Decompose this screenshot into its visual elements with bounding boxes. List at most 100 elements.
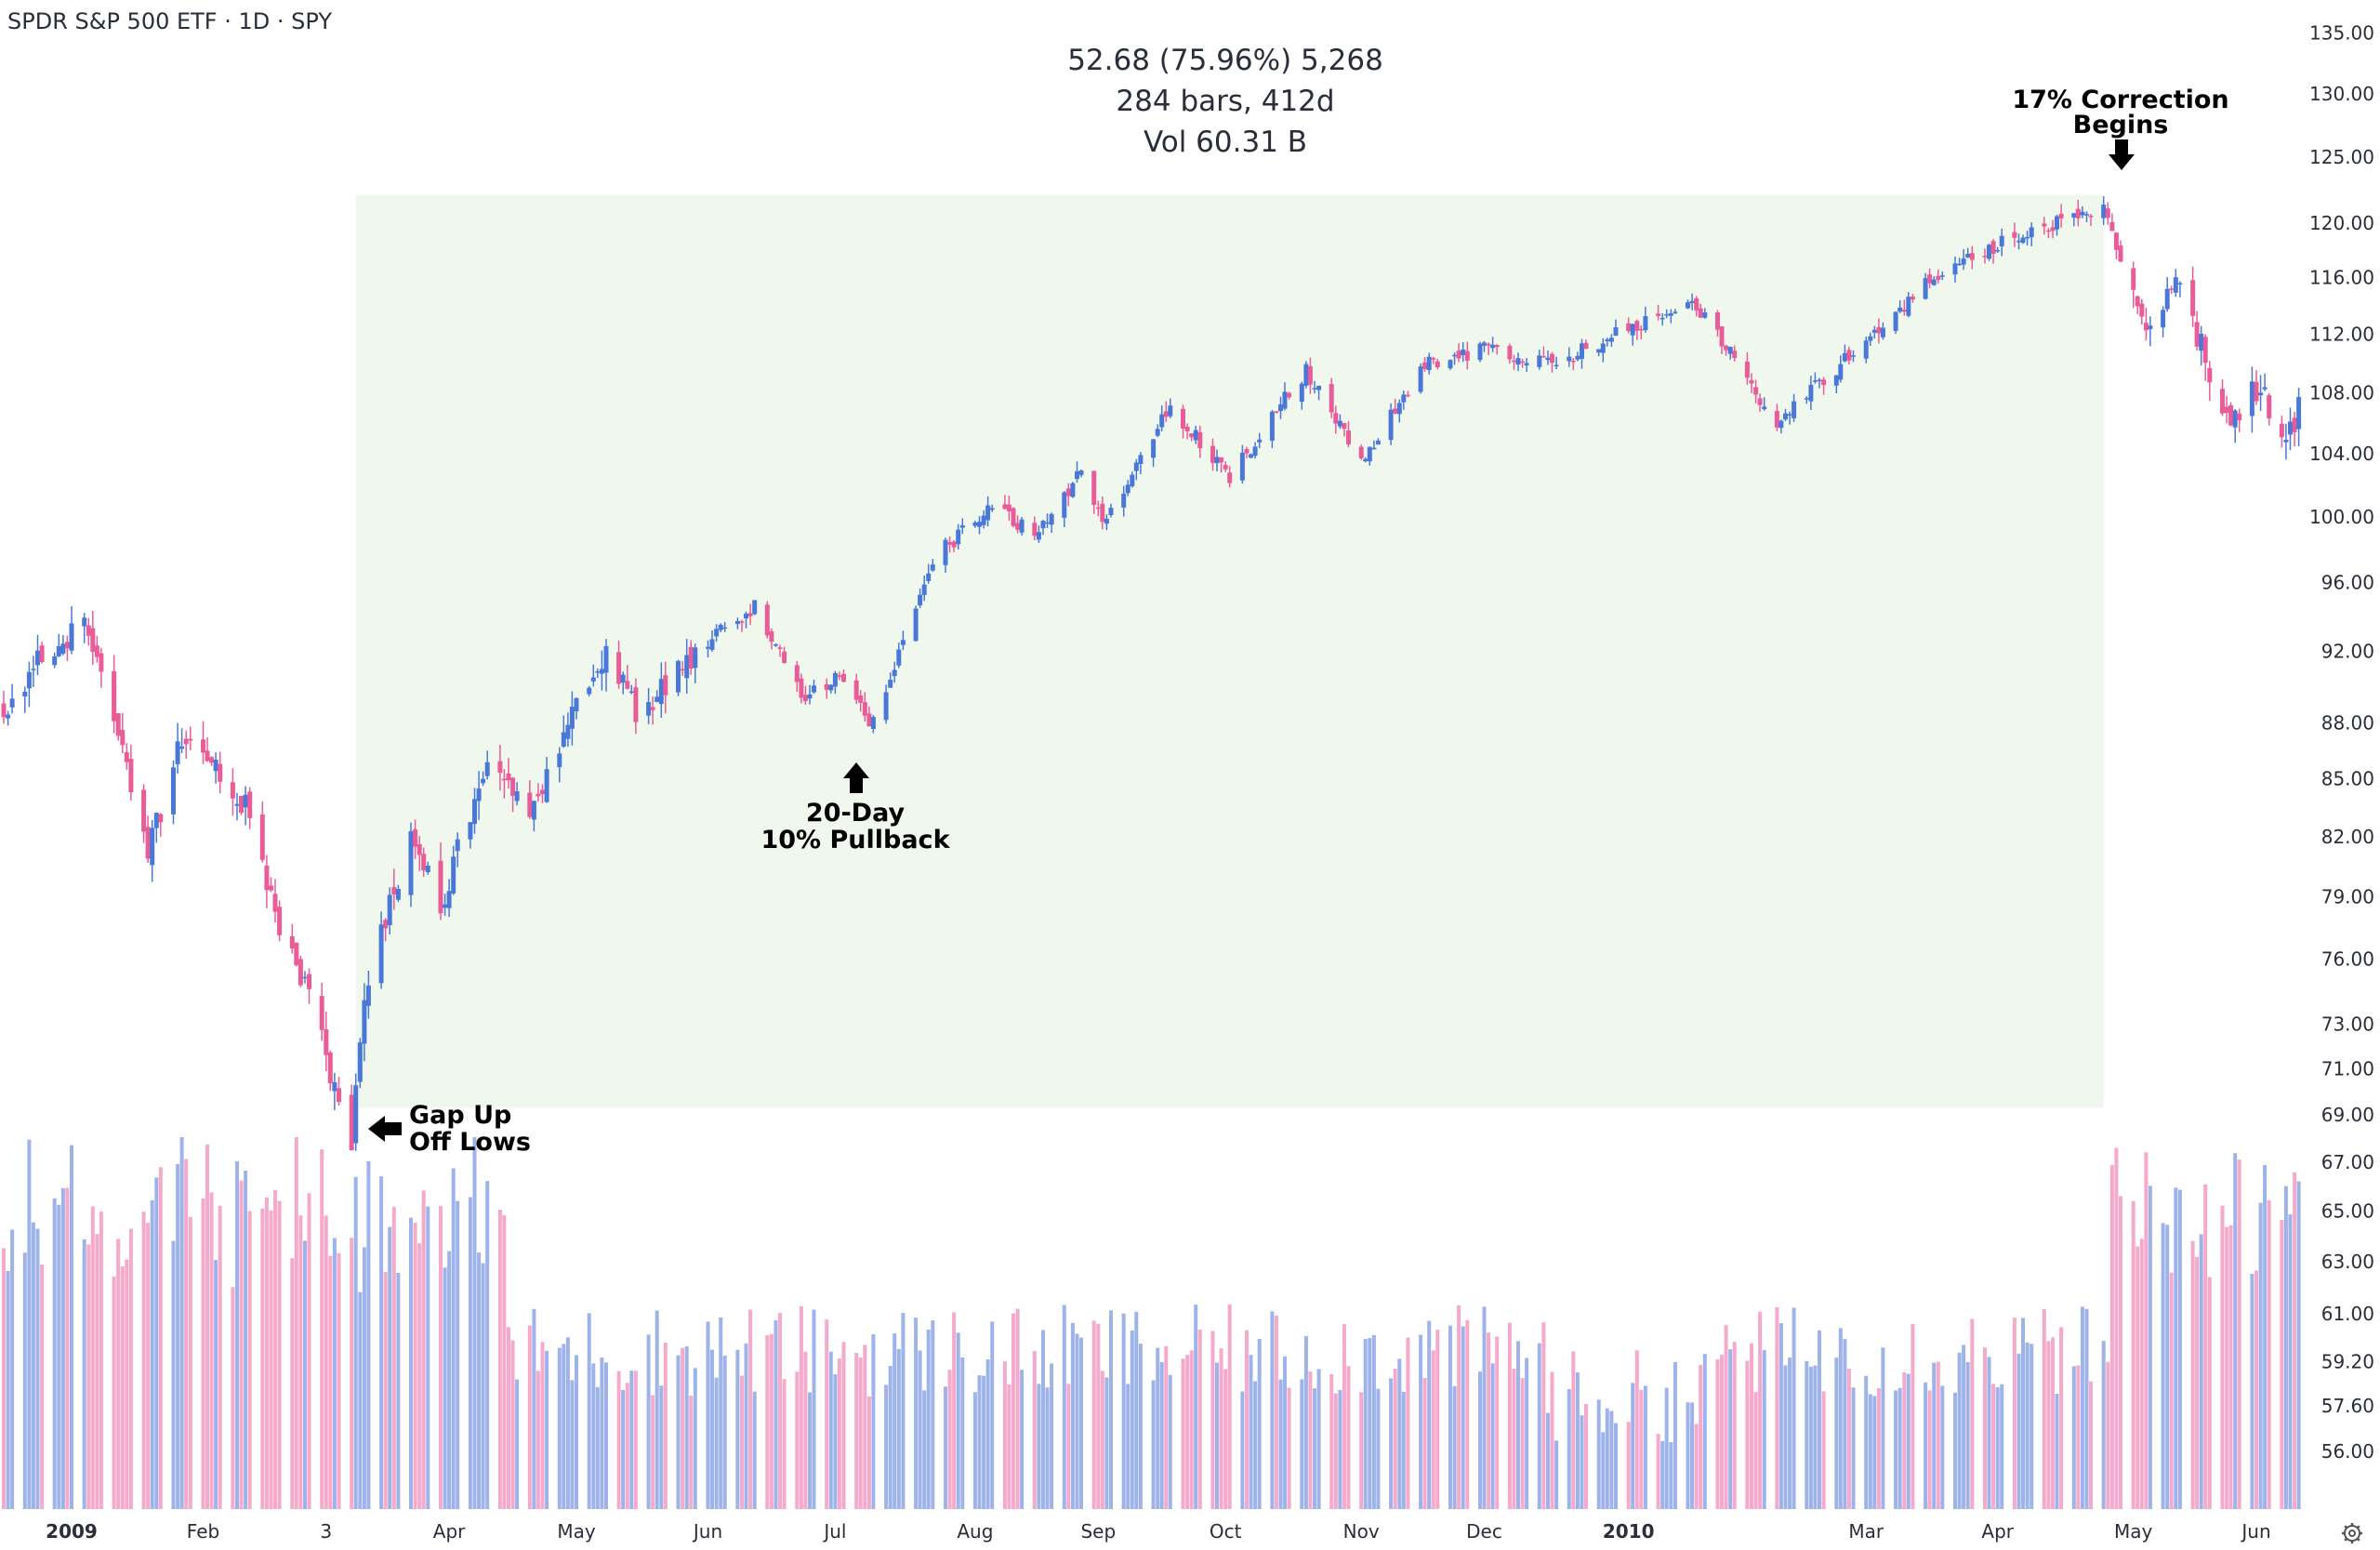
candle-body (1367, 446, 1372, 462)
volume-bar (1257, 1339, 1262, 1509)
candle-body (1197, 432, 1203, 448)
candle-body (1045, 522, 1050, 524)
candle-body (1130, 474, 1135, 486)
candle-body (1239, 452, 1245, 481)
price-axis[interactable]: 135.00 130.00 125.00 120.00 116.00 112.00 108.… (2309, 22, 2374, 1464)
candle-body (56, 646, 61, 656)
candle-body (883, 692, 889, 721)
volume-bar (591, 1363, 596, 1509)
volume-bar (1634, 1350, 1639, 1509)
candle-body (2135, 296, 2140, 307)
candle-body (1596, 349, 1602, 353)
volume-bar (888, 1366, 892, 1509)
volume-bar (451, 1168, 456, 1509)
volume-bar (179, 1137, 184, 1509)
candle-body (425, 866, 430, 872)
volume-bar (2046, 1341, 2051, 1509)
candle-body (2296, 397, 2302, 430)
volume-bar (1490, 1363, 1495, 1509)
volume-bar (116, 1239, 121, 1509)
candle-body (1210, 445, 1215, 463)
candle-body (1893, 311, 1898, 331)
volume-bar (337, 1252, 341, 1509)
price-tick-label: 73.00 (2321, 1013, 2374, 1036)
candle-body (1910, 296, 1915, 299)
candle-body (1638, 328, 1644, 331)
candle-body (2058, 213, 2064, 219)
candle-body (747, 613, 753, 616)
time-tick-label: Oct (1210, 1520, 1242, 1543)
candle-body (2202, 337, 2208, 364)
candle-body (764, 604, 770, 636)
volume-bar (456, 1200, 460, 1509)
candle-body (1846, 350, 1852, 361)
volume-bar (1287, 1387, 1291, 1509)
volume-bar (1159, 1361, 1164, 1509)
volume-bar (803, 1351, 808, 1509)
volume-bar (86, 1244, 91, 1509)
candle-body (443, 904, 448, 908)
candle-body (1223, 465, 1228, 470)
volume-bar (1537, 1343, 1541, 1509)
volume-bar (154, 1177, 159, 1509)
candle-body (527, 792, 533, 817)
gap-up-label-line2: Off Lows (409, 1128, 531, 1157)
candle-body (1431, 358, 1436, 360)
candle-body (319, 996, 324, 1030)
candle-body (247, 791, 253, 818)
volume-bar (2030, 1344, 2034, 1509)
candle-body (35, 650, 40, 666)
candle-body (828, 684, 834, 691)
volume-bar (536, 1371, 540, 1509)
candle-body (269, 885, 273, 891)
volume-bar (1783, 1365, 1788, 1509)
volume-bar (982, 1375, 986, 1509)
volume-bar (714, 1377, 719, 1509)
volume-bar (972, 1392, 977, 1509)
volume-bar (621, 1389, 626, 1509)
price-tick-label: 92.00 (2321, 640, 2374, 662)
candle-body (1965, 254, 1971, 258)
measure-range-rect[interactable] (355, 194, 2104, 1108)
volume-bar (2080, 1306, 2084, 1509)
candle-body (561, 732, 566, 747)
candle-body (1936, 275, 1941, 280)
volume-bar (1100, 1371, 1104, 1509)
volume-bar (629, 1371, 634, 1509)
volume-bar (2296, 1181, 2301, 1509)
candle-body (82, 617, 87, 627)
gear-icon[interactable] (2342, 1523, 2362, 1543)
volume-bar (1303, 1335, 1308, 1509)
volume-bar (2293, 1172, 2297, 1509)
candle-body (145, 827, 151, 859)
volume-bar (1253, 1381, 1258, 1509)
volume-bar (158, 1167, 163, 1509)
price-tick-label: 125.00 (2309, 146, 2374, 168)
volume-bar (782, 1379, 787, 1509)
candle-body (26, 671, 32, 689)
volume-bar (2228, 1225, 2233, 1509)
volume-bar (748, 1309, 753, 1509)
candle-body (782, 651, 787, 664)
candle-body (1868, 336, 1873, 341)
volume-bar (1571, 1351, 1576, 1509)
volume-bar (952, 1312, 957, 1509)
candle-body (484, 762, 490, 776)
volume-bar (362, 1247, 366, 1509)
volume-bar (744, 1343, 748, 1509)
candle-body (209, 757, 215, 763)
candle-body (1906, 297, 1911, 316)
volume-bar (1002, 1361, 1007, 1509)
candle-body (1189, 433, 1195, 438)
time-axis[interactable]: 2009 Feb 3 Apr May Jun Jul Aug Sep Oct Nov Dec 2010 M… (46, 1520, 2270, 1543)
candle-body (2177, 283, 2183, 285)
volume-bar (22, 1252, 27, 1509)
volume-bar (353, 1176, 358, 1509)
volume-bar (1181, 1358, 1185, 1509)
volume-bar (477, 1252, 482, 1509)
candle-body (739, 621, 745, 623)
volume-bar (1368, 1338, 1372, 1509)
candle-body (1388, 409, 1394, 441)
candle-body (2148, 325, 2153, 329)
